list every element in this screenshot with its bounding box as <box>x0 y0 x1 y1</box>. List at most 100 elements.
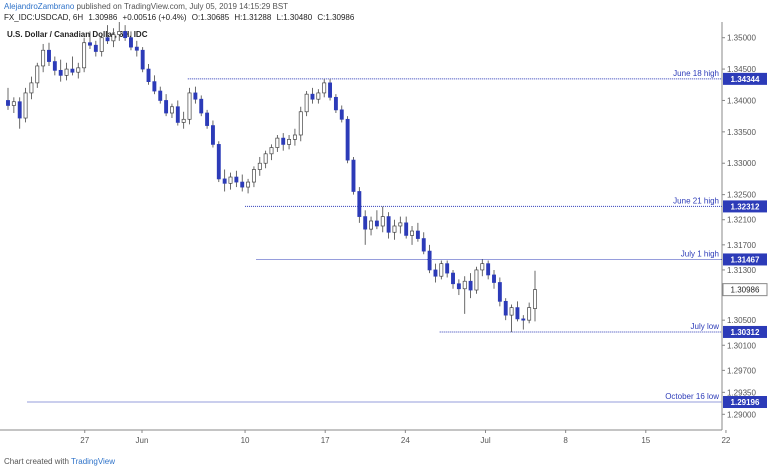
candle-bear <box>240 181 245 188</box>
candle-bull <box>99 37 104 52</box>
level-price-text: 1.30312 <box>731 328 760 337</box>
candle-bull <box>41 49 46 67</box>
publish-info: published on TradingView.com, July 05, 2… <box>76 2 289 11</box>
candle-bull <box>474 269 479 291</box>
level-price-tag <box>723 325 767 338</box>
candle-bear <box>374 220 379 227</box>
candle-bear <box>468 280 473 291</box>
y-tick-label: 1.31700 <box>727 241 756 250</box>
candle-bull <box>527 307 532 321</box>
y-tick-label: 1.29700 <box>727 366 756 375</box>
candle-bear <box>345 118 350 161</box>
candle-bear <box>497 282 502 302</box>
candle-bear <box>152 81 157 92</box>
candle-bear <box>164 100 169 114</box>
y-tick-label: 1.33500 <box>727 128 756 137</box>
candle-bull <box>246 181 251 188</box>
candle-bull <box>228 176 233 184</box>
candle-bear <box>17 101 22 119</box>
candle-bull <box>292 134 297 140</box>
price-change: +0.00516 (+0.4%) <box>122 13 187 22</box>
candle-bull <box>251 169 256 183</box>
candle-bear <box>93 44 98 52</box>
open-value: O:1.30685 <box>191 13 230 22</box>
y-tick-label: 1.29350 <box>727 388 756 397</box>
level-label: June 18 high <box>673 69 719 78</box>
candle-bull <box>23 92 28 119</box>
level-label: June 21 high <box>673 196 719 205</box>
candle-bear <box>105 37 110 42</box>
y-tick-label: 1.31300 <box>727 266 756 275</box>
last-price: 1.30986 <box>88 13 118 22</box>
candle-bear <box>158 90 163 101</box>
candle-bull <box>439 263 444 277</box>
candle-bull <box>509 307 514 316</box>
candle-bear <box>52 61 57 71</box>
tradingview-link[interactable]: TradingView <box>71 457 116 466</box>
level-price-text: 1.31467 <box>731 255 760 264</box>
candle-bear <box>503 300 508 316</box>
ohlc-line: FX_IDC:USDCAD, 6H 1.30986 +0.00516 (+0.4… <box>4 13 357 22</box>
candle-bull <box>410 230 414 236</box>
x-tick-label: 22 <box>721 436 730 445</box>
candle-bull <box>11 101 16 106</box>
x-tick-label: 8 <box>563 436 568 445</box>
level-price-text: 1.32312 <box>731 202 760 211</box>
candle-bear <box>456 283 461 290</box>
last-price-text: 1.30986 <box>731 286 760 295</box>
candle-bear <box>515 307 520 320</box>
publish-line: AlejandroZambrano published on TradingVi… <box>4 2 288 11</box>
candle-bull <box>298 111 303 136</box>
candle-bear <box>216 144 221 180</box>
x-tick-label: 24 <box>401 436 410 445</box>
candle-bull <box>533 289 537 309</box>
y-tick-label: 1.30100 <box>727 341 756 350</box>
candle-bull <box>35 65 40 84</box>
candle-bull <box>181 118 186 123</box>
y-tick-label: 1.35000 <box>727 34 756 43</box>
candle-bear <box>486 263 491 276</box>
level-label: July 1 high <box>681 249 719 258</box>
candle-bear <box>415 230 420 239</box>
candle-bull <box>322 82 327 94</box>
candle-bear <box>433 269 438 277</box>
x-tick-label: Jun <box>136 436 149 445</box>
y-tick-label: 1.32500 <box>727 191 756 200</box>
candle-bear <box>47 49 51 62</box>
candle-bear <box>129 37 133 48</box>
y-tick-label: 1.34000 <box>727 96 756 105</box>
level-price-text: 1.29196 <box>731 398 760 407</box>
author-link[interactable]: AlejandroZambrano <box>4 2 75 11</box>
y-tick-label: 1.33000 <box>727 159 756 168</box>
y-tick-label: 1.34500 <box>727 65 756 74</box>
candle-bear <box>134 46 139 51</box>
candle-bull <box>392 225 397 233</box>
candle-bull <box>76 67 81 73</box>
candle-bear <box>386 216 391 233</box>
low-value: L:1.30480 <box>276 13 313 22</box>
candle-bear <box>404 222 409 236</box>
candle-bull <box>462 280 467 290</box>
candle-bear <box>281 137 286 145</box>
level-price-tag <box>723 72 767 85</box>
high-value: H:1.31288 <box>234 13 272 22</box>
candle-bull <box>263 153 268 164</box>
y-tick-label: 1.32100 <box>727 216 756 225</box>
candle-bear <box>427 250 432 271</box>
candle-bear <box>234 176 239 183</box>
candle-bear <box>451 272 455 285</box>
level-price-tag <box>723 200 767 213</box>
candle-bull <box>29 82 34 94</box>
candle-bull <box>380 216 385 227</box>
y-tick-label: 1.29000 <box>727 410 756 419</box>
footer: Chart created with TradingView <box>4 457 115 466</box>
candle-bear <box>140 49 145 70</box>
candle-bear <box>210 125 215 145</box>
level-price-tag <box>723 253 767 266</box>
candle-bull <box>304 93 309 113</box>
candle-bull <box>480 263 485 271</box>
candle-bear <box>333 96 338 111</box>
candle-bear <box>6 100 10 106</box>
